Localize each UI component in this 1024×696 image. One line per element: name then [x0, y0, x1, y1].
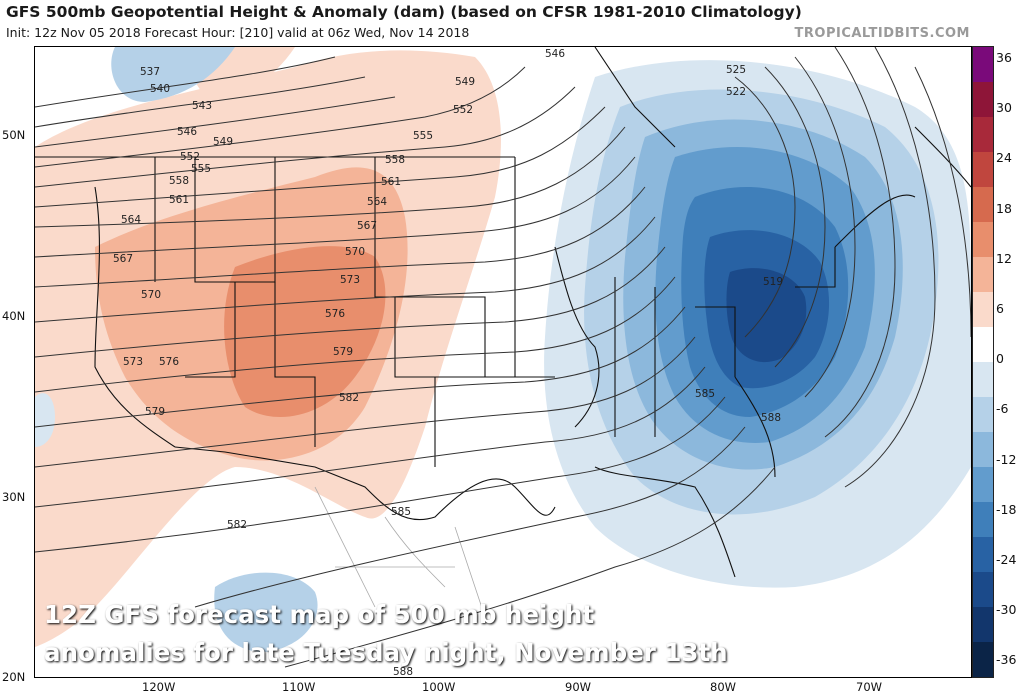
contour-label: 573 — [340, 274, 360, 286]
colorbar-segment — [973, 222, 993, 258]
contour-label: 537 — [140, 66, 160, 78]
colorbar-segment — [973, 607, 993, 643]
colorbar-segment — [973, 642, 993, 677]
lat-label-30n: 30N — [2, 490, 26, 504]
contour-label: 549 — [213, 136, 233, 148]
contour-label: 564 — [367, 196, 387, 208]
map-panel: 537 540 543 546 549 552 555 558 561 564 … — [34, 46, 972, 678]
colorbar-tick-label: 12 — [996, 250, 1012, 266]
colorbar-segment — [973, 572, 993, 608]
colorbar-tick-label: 30 — [996, 100, 1012, 116]
colorbar-segment — [973, 82, 993, 118]
negative-anomaly-west-edge — [35, 393, 55, 447]
lon-label-110w: 110W — [282, 680, 316, 694]
anomaly-colorbar — [972, 46, 994, 678]
caption-line-2: anomalies for late Tuesday night, Novemb… — [44, 638, 728, 667]
contour-label: 561 — [381, 176, 401, 188]
contour-label: 588 — [761, 412, 781, 424]
colorbar-tick-label: -36 — [996, 652, 1017, 668]
map-header: GFS 500mb Geopotential Height & Anomaly … — [0, 0, 1024, 46]
contour-label: 588 — [393, 666, 413, 677]
source-watermark: TROPICALTIDBITS.COM — [794, 26, 970, 41]
colorbar-segment — [973, 432, 993, 468]
contour-label: 555 — [191, 163, 211, 175]
contour-label: 525 — [726, 64, 746, 76]
contour-label: 573 — [123, 356, 143, 368]
contour-label: 540 — [150, 83, 170, 95]
lon-label-70w: 70W — [856, 680, 883, 694]
caption-overlay: 12Z GFS forecast map of 500 mb height an… — [44, 596, 804, 672]
contour-label: 576 — [159, 356, 179, 368]
colorbar-segment — [973, 187, 993, 223]
negative-anomaly-core — [726, 268, 807, 363]
colorbar-segment — [973, 502, 993, 538]
lat-label-40n: 40N — [2, 309, 26, 323]
height-contours — [35, 47, 971, 668]
lat-label-20n: 20N — [2, 670, 26, 684]
colorbar-tick-label: 0 — [996, 351, 1004, 367]
contour-label: 558 — [385, 154, 405, 166]
forecast-info: Init: 12z Nov 05 2018 Forecast Hour: [21… — [6, 25, 470, 40]
contour-label: 555 — [413, 130, 433, 142]
contour-label: 564 — [121, 214, 141, 226]
colorbar-segment — [973, 152, 993, 188]
contour-label: 519 — [763, 276, 783, 288]
lon-label-80w: 80W — [710, 680, 737, 694]
map-title: GFS 500mb Geopotential Height & Anomaly … — [6, 3, 802, 21]
contour-label: 585 — [391, 506, 411, 518]
contour-label: 543 — [192, 100, 212, 112]
contour-label: 582 — [339, 392, 359, 404]
contour-label: 546 — [545, 48, 565, 60]
contour-label: 549 — [455, 76, 475, 88]
colorbar-segment — [973, 397, 993, 433]
colorbar-segment — [973, 47, 993, 83]
contour-label: 585 — [695, 388, 715, 400]
contour-label: 567 — [357, 220, 377, 232]
contour-label: 579 — [145, 406, 165, 418]
colorbar-tick-label: 18 — [996, 200, 1012, 216]
lon-label-120w: 120W — [142, 680, 176, 694]
colorbar-tick-label: 6 — [996, 300, 1004, 316]
colorbar-segment — [973, 327, 993, 363]
colorbar-segment — [973, 362, 993, 398]
colorbar-segment — [973, 467, 993, 503]
contour-label: 552 — [453, 104, 473, 116]
political-borders — [35, 47, 971, 578]
lon-label-100w: 100W — [422, 680, 456, 694]
lon-label-90w: 90W — [565, 680, 592, 694]
colorbar-tick-label: -30 — [996, 602, 1017, 618]
contour-label: 546 — [177, 126, 197, 138]
colorbar-segment — [973, 257, 993, 293]
contour-label: 552 — [180, 151, 200, 163]
negative-anomaly-gulf-ca — [214, 572, 318, 652]
colorbar-tick-label: -18 — [996, 501, 1017, 517]
contour-label: 561 — [169, 194, 189, 206]
contour-label: 522 — [726, 86, 746, 98]
lat-label-50n: 50N — [2, 128, 26, 142]
colorbar-tick-label: -6 — [996, 401, 1009, 417]
mexico-borders — [314, 486, 486, 618]
contour-label: 570 — [141, 289, 161, 301]
colorbar-tick-label: -24 — [996, 551, 1017, 567]
colorbar-tick-label: -12 — [996, 451, 1017, 467]
anomaly-map: 537 540 543 546 549 552 555 558 561 564 … — [35, 47, 971, 677]
positive-anomaly-core — [224, 246, 386, 417]
colorbar-segment — [973, 117, 993, 153]
colorbar-tick-label: 24 — [996, 150, 1012, 166]
colorbar-tick-label: 36 — [996, 50, 1012, 65]
caption-line-1: 12Z GFS forecast map of 500 mb height — [44, 600, 595, 629]
colorbar-segment — [973, 292, 993, 328]
contour-label: 567 — [113, 253, 133, 265]
contour-label: 558 — [169, 175, 189, 187]
negative-anomaly-pacific-nw — [111, 47, 235, 102]
colorbar-segment — [973, 537, 993, 573]
contour-label: 570 — [345, 246, 365, 258]
contour-label: 582 — [227, 519, 247, 531]
contour-labels: 537 540 543 546 549 552 555 558 561 564 … — [113, 48, 783, 677]
contour-label: 579 — [333, 346, 353, 358]
contour-label: 576 — [325, 308, 345, 320]
